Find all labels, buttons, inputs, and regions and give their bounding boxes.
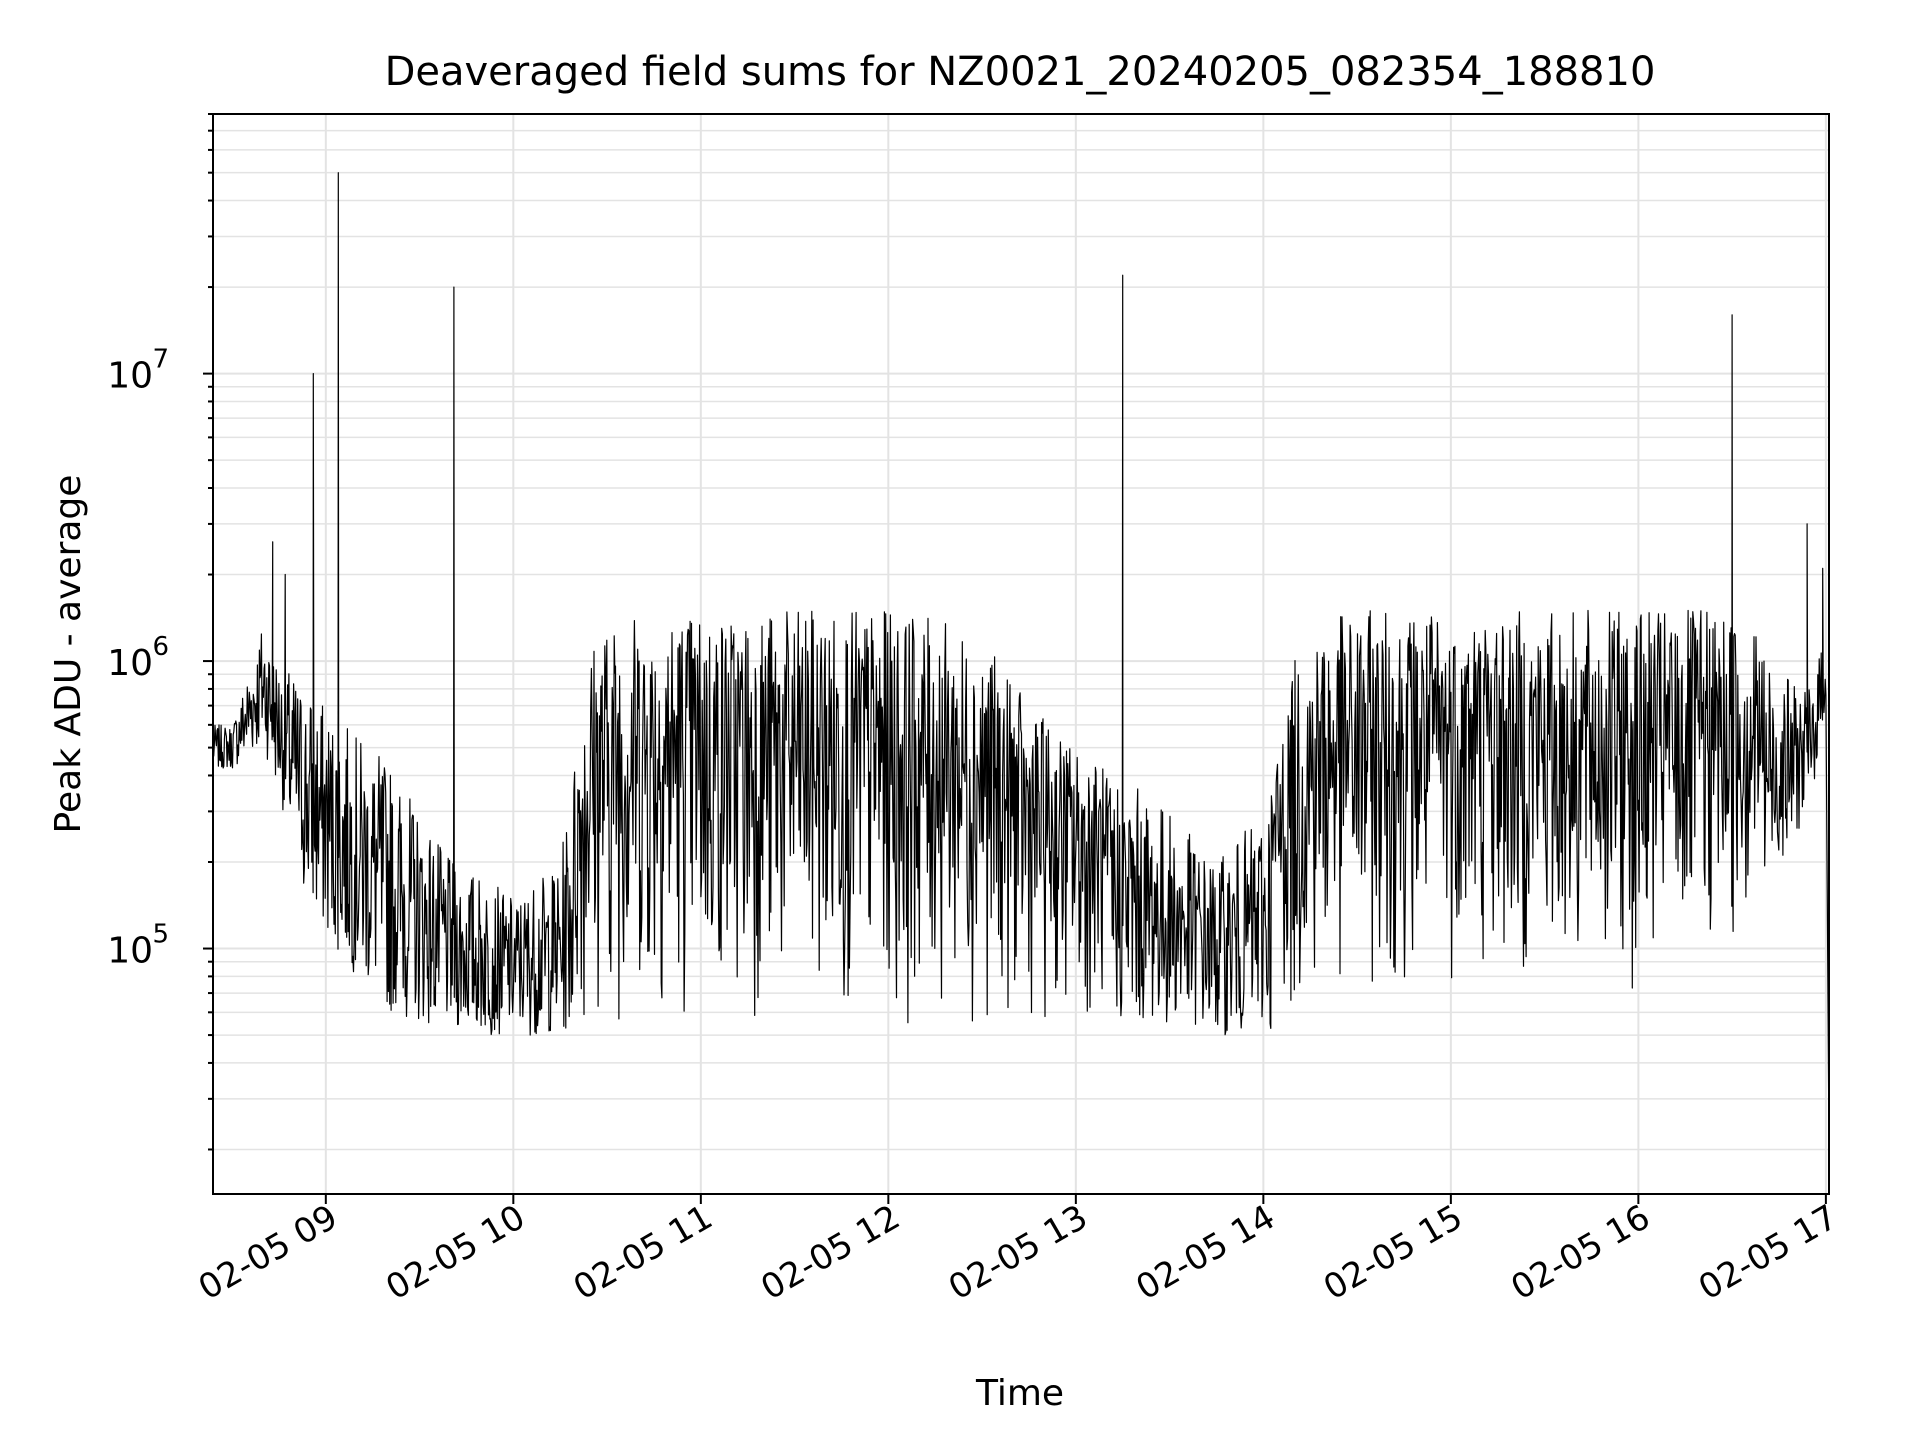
y-tick-exponent: 5	[152, 920, 169, 950]
y-tick-label: 10	[107, 931, 153, 972]
y-tick-label: 10	[107, 356, 153, 397]
chart-title: Deaveraged field sums for NZ0021_2024020…	[385, 49, 1656, 95]
plot-frame	[212, 113, 1830, 1195]
y-tick-label: 10	[107, 643, 153, 684]
plot-line	[212, 172, 1830, 1150]
x-axis-label: Time	[975, 1373, 1064, 1414]
y-axis-label: Peak ADU - average	[48, 475, 89, 834]
y-tick-exponent: 7	[152, 345, 169, 375]
data-series-line	[212, 172, 1830, 1150]
y-tick-exponent: 6	[152, 632, 169, 662]
